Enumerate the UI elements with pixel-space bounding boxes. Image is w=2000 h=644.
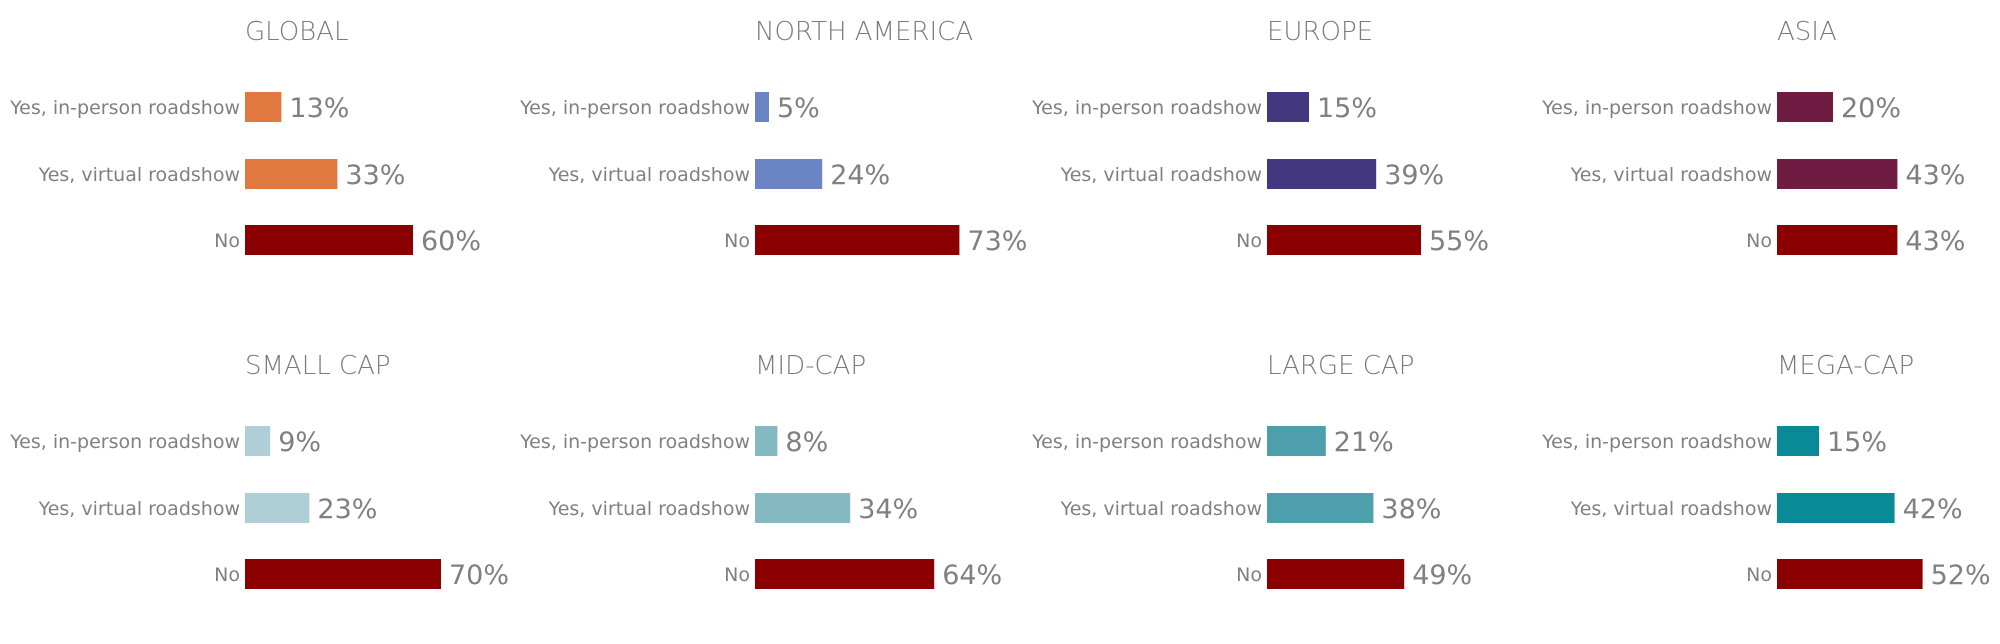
category-label: No xyxy=(1746,564,1772,586)
value-label: 49% xyxy=(1412,560,1472,591)
bar xyxy=(1267,159,1377,189)
value-label: 33% xyxy=(345,160,405,191)
bar xyxy=(1267,559,1405,589)
chart-panel-1: GLOBAL Yes, in-person roadshow 13% Yes, vir… xyxy=(9,17,481,257)
category-label: No xyxy=(1236,230,1262,252)
category-label: No xyxy=(1236,564,1262,586)
value-label: 64% xyxy=(942,560,1002,591)
value-label: 5% xyxy=(777,93,820,124)
category-label: Yes, virtual roadshow xyxy=(38,164,240,186)
category-label: Yes, virtual roadshow xyxy=(38,498,240,520)
bar xyxy=(1777,159,1898,189)
bar xyxy=(245,92,282,122)
bar xyxy=(245,426,271,456)
value-label: 70% xyxy=(449,560,509,591)
category-label: Yes, virtual roadshow xyxy=(1060,498,1262,520)
chart-panel-7: LARGE CAP Yes, in-person roadshow 21% Yes, … xyxy=(1031,351,1472,591)
chart-title: GLOBAL xyxy=(245,17,348,47)
value-label: 15% xyxy=(1827,427,1887,458)
bar xyxy=(1267,493,1374,523)
bar xyxy=(755,426,778,456)
chart-title: LARGE CAP xyxy=(1267,351,1414,381)
bar xyxy=(755,493,851,523)
category-label: Yes, virtual roadshow xyxy=(548,164,750,186)
category-label: Yes, in-person roadshow xyxy=(1031,431,1262,453)
category-label: Yes, virtual roadshow xyxy=(548,498,750,520)
chart-panel-8: MEGA-CAP Yes, in-person roadshow 15% Yes, v… xyxy=(1541,351,1991,591)
bar xyxy=(1267,225,1421,255)
category-label: Yes, virtual roadshow xyxy=(1570,498,1772,520)
bar xyxy=(245,225,413,255)
value-label: 34% xyxy=(858,494,918,525)
chart-panel-4: ASIA Yes, in-person roadshow 20% Yes, virtu… xyxy=(1541,17,1965,257)
category-label: No xyxy=(214,564,240,586)
category-label: Yes, in-person roadshow xyxy=(1541,431,1772,453)
value-label: 39% xyxy=(1384,160,1444,191)
chart-panel-3: EUROPE Yes, in-person roadshow 15% Yes, vir… xyxy=(1031,17,1489,257)
value-label: 42% xyxy=(1903,494,1963,525)
bar xyxy=(1777,493,1895,523)
chart-title: ASIA xyxy=(1777,17,1837,47)
category-label: No xyxy=(724,230,750,252)
value-label: 15% xyxy=(1317,93,1377,124)
value-label: 43% xyxy=(1905,226,1965,257)
value-label: 60% xyxy=(421,226,481,257)
value-label: 13% xyxy=(289,93,349,124)
category-label: Yes, in-person roadshow xyxy=(1031,97,1262,119)
value-label: 23% xyxy=(317,494,377,525)
chart-title: MEGA-CAP xyxy=(1777,351,1914,381)
category-label: Yes, in-person roadshow xyxy=(519,97,750,119)
value-label: 55% xyxy=(1429,226,1489,257)
chart-panel-6: MID-CAP Yes, in-person roadshow 8% Yes, vir… xyxy=(519,351,1002,591)
value-label: 21% xyxy=(1334,427,1394,458)
category-label: Yes, virtual roadshow xyxy=(1570,164,1772,186)
value-label: 20% xyxy=(1841,93,1901,124)
value-label: 8% xyxy=(785,427,828,458)
category-label: Yes, in-person roadshow xyxy=(9,97,240,119)
value-label: 52% xyxy=(1931,560,1991,591)
bar xyxy=(755,159,823,189)
chart-title: MID-CAP xyxy=(755,351,866,381)
value-label: 38% xyxy=(1381,494,1441,525)
bar xyxy=(245,493,310,523)
bar xyxy=(1777,559,1923,589)
value-label: 24% xyxy=(830,160,890,191)
value-label: 73% xyxy=(967,226,1027,257)
bar xyxy=(245,159,338,189)
chart-panel-2: NORTH AMERICA Yes, in-person roadshow 5% Ye… xyxy=(519,17,1027,257)
bar xyxy=(1777,92,1833,122)
category-label: No xyxy=(724,564,750,586)
bar xyxy=(1777,426,1819,456)
value-label: 9% xyxy=(278,427,321,458)
category-label: Yes, in-person roadshow xyxy=(519,431,750,453)
bar xyxy=(755,559,935,589)
category-label: No xyxy=(1746,230,1772,252)
bar xyxy=(1777,225,1898,255)
category-label: Yes, virtual roadshow xyxy=(1060,164,1262,186)
chart-title: SMALL CAP xyxy=(245,351,391,381)
category-label: Yes, in-person roadshow xyxy=(9,431,240,453)
bar xyxy=(755,92,769,122)
chart-title: EUROPE xyxy=(1267,17,1373,47)
bar xyxy=(1267,426,1326,456)
value-label: 43% xyxy=(1905,160,1965,191)
bar xyxy=(1267,92,1309,122)
chart-panel-5: SMALL CAP Yes, in-person roadshow 9% Yes, v… xyxy=(9,351,509,591)
bar xyxy=(755,225,960,255)
category-label: Yes, in-person roadshow xyxy=(1541,97,1772,119)
chart-title: NORTH AMERICA xyxy=(755,17,973,47)
bar xyxy=(245,559,441,589)
category-label: No xyxy=(214,230,240,252)
